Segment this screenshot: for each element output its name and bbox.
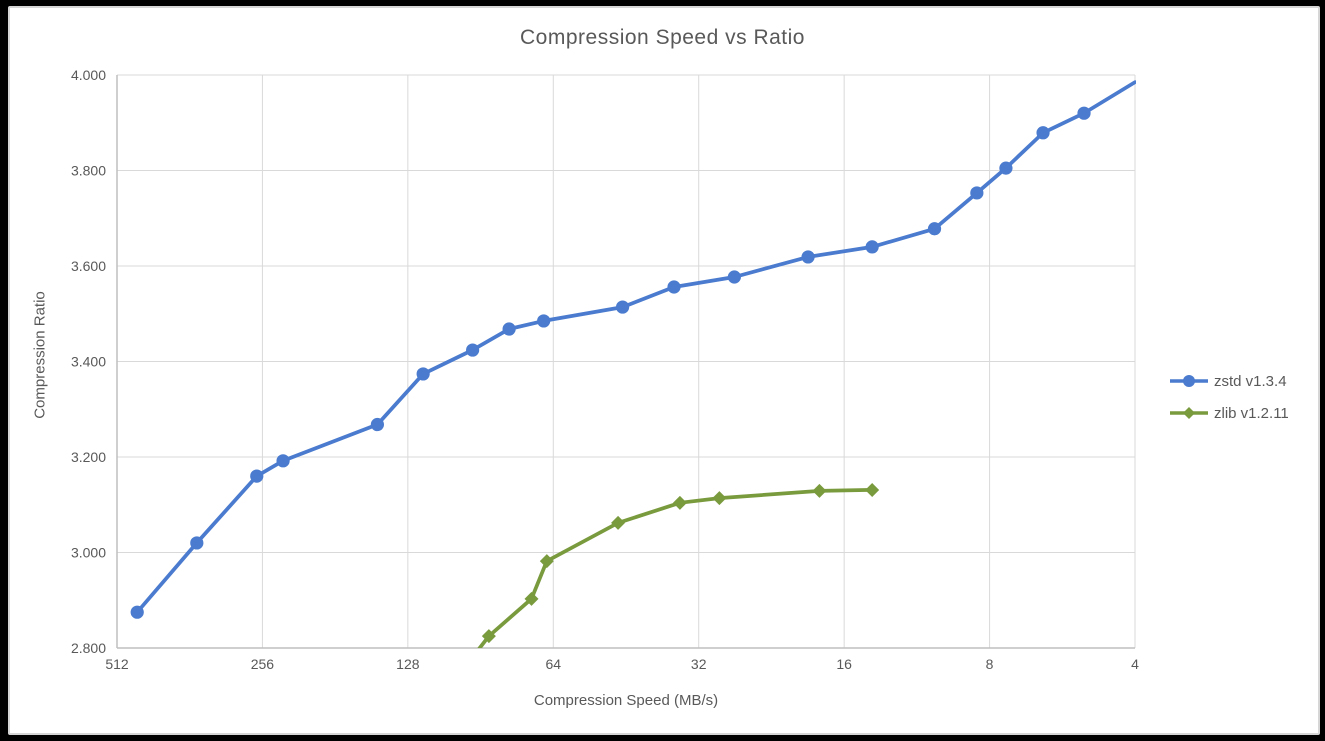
data-point-diamond — [712, 491, 727, 506]
x-tick-label: 64 — [545, 656, 561, 672]
legend-item-zstd: zstd v1.3.4 — [1170, 368, 1289, 394]
data-point-circle — [466, 343, 480, 357]
x-tick-label: 256 — [251, 656, 275, 672]
series-line — [135, 80, 1136, 615]
data-point-circle — [537, 314, 551, 328]
data-point-circle — [970, 186, 984, 200]
data-point-circle — [250, 469, 264, 483]
legend-label-zstd: zstd v1.3.4 — [1214, 372, 1287, 390]
data-point-diamond — [611, 515, 626, 530]
data-point-diamond — [524, 591, 539, 606]
data-point-circle — [1036, 126, 1050, 140]
data-point-circle — [727, 270, 741, 284]
data-point-circle — [865, 240, 879, 254]
y-tick-label: 3.800 — [71, 163, 106, 179]
data-point-diamond — [672, 495, 687, 510]
chart-title: Compression Speed vs Ratio — [520, 26, 805, 49]
x-tick-label: 4 — [1131, 656, 1139, 672]
y-tick-label: 3.200 — [71, 449, 106, 465]
zstd-line-circle-swatch — [1170, 375, 1208, 387]
y-tick-label: 3.400 — [71, 354, 106, 370]
x-tick-label: 32 — [691, 656, 707, 672]
legend-item-zlib: zlib v1.2.11 — [1170, 400, 1289, 426]
data-point-diamond — [865, 482, 880, 497]
legend: zstd v1.3.4 zlib v1.2.11 — [1170, 368, 1289, 432]
series-zlib — [477, 482, 880, 648]
chart-panel — [8, 6, 1320, 735]
data-point-circle — [502, 322, 516, 336]
data-point-circle — [1077, 106, 1091, 120]
y-tick-label: 2.800 — [71, 640, 106, 656]
x-axis-title: Compression Speed (MB/s) — [533, 692, 719, 709]
data-point-circle — [667, 280, 681, 294]
legend-label-zlib: zlib v1.2.11 — [1214, 404, 1289, 422]
data-point-circle — [801, 250, 815, 264]
data-point-circle — [927, 222, 942, 236]
data-point-circle — [416, 367, 430, 381]
data-point-circle — [615, 300, 630, 314]
y-tick-label: 3.600 — [71, 258, 106, 274]
y-tick-label: 4.000 — [71, 67, 106, 83]
data-point-diamond — [812, 483, 827, 498]
x-tick-label: 16 — [836, 656, 852, 672]
data-point-circle — [190, 536, 204, 550]
data-point-diamond — [539, 554, 554, 569]
data-point-circle — [276, 454, 290, 468]
y-tick-label: 3.000 — [71, 545, 106, 561]
zlib-line-diamond-swatch — [1170, 407, 1208, 419]
x-tick-label: 512 — [105, 656, 129, 672]
series-line — [477, 488, 875, 648]
data-point-diamond — [481, 629, 496, 644]
data-point-circle — [370, 417, 384, 432]
x-tick-label: 128 — [396, 656, 420, 672]
data-point-circle — [999, 161, 1013, 175]
series-zstd — [130, 80, 1136, 619]
data-point-circle — [130, 605, 144, 619]
x-tick-label: 8 — [986, 656, 994, 672]
